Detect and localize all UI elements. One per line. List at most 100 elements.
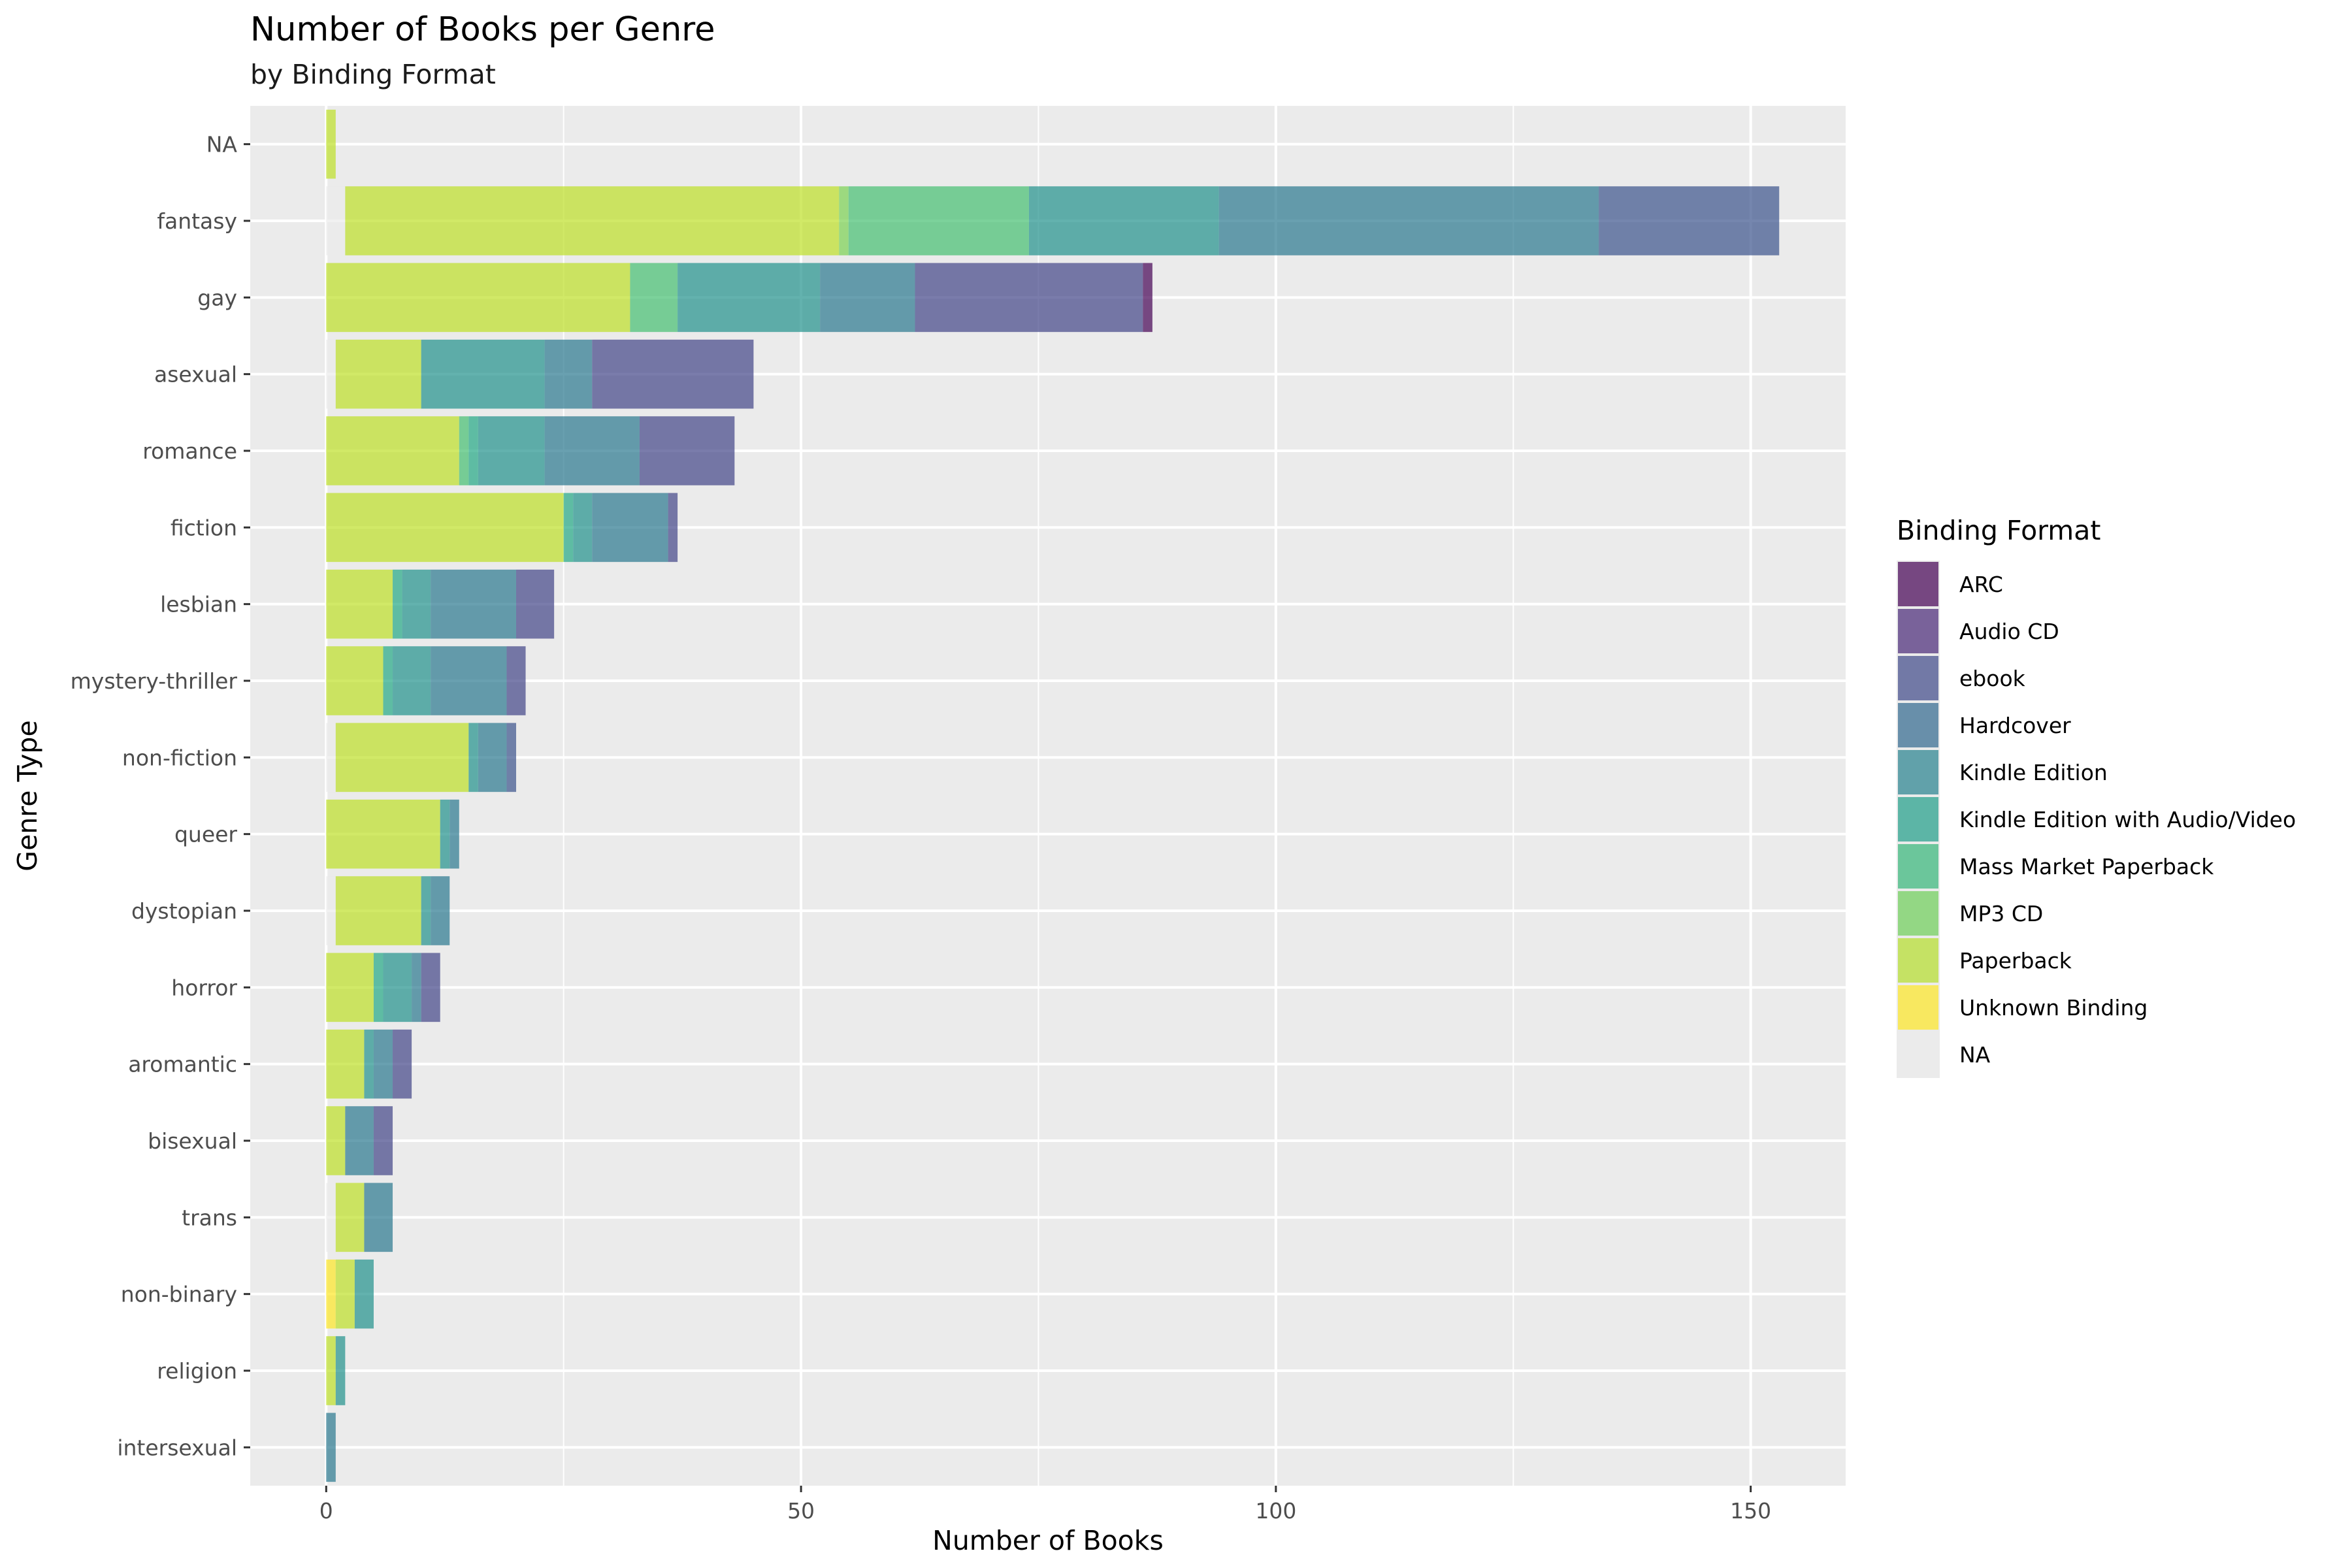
y-tick-label: intersexual: [117, 1435, 237, 1460]
legend-swatch: [1898, 609, 1938, 653]
y-axis: NA fantasy gay asexual romance fiction lesbian…: [71, 132, 250, 1460]
bar-queer-paperback: [326, 799, 440, 869]
bar-trans-na: [326, 1183, 336, 1252]
bar-non-fiction-hardcover: [478, 723, 507, 792]
bar-gay-arc: [1143, 263, 1152, 333]
bar-non-binary-paperback: [335, 1259, 355, 1329]
legend-item-mp3-cd: MP3 CD: [1897, 890, 2043, 937]
legend-label: ARC: [1959, 572, 2003, 597]
bar-aromantic-paperback: [326, 1029, 365, 1099]
bar-non-binary-unknown-binding: [326, 1259, 336, 1329]
bar-mystery-thriller-hardcover: [431, 646, 507, 715]
bar-aromantic-ebook: [393, 1029, 412, 1099]
y-tick-label: dystopian: [131, 898, 237, 924]
bar-fiction-kindle-edition: [573, 493, 593, 563]
x-axis: 0 50 100 150: [319, 1486, 1771, 1524]
bar-religion-kindle-edition: [335, 1336, 346, 1405]
bar-bisexual-paperback: [326, 1106, 346, 1175]
bar-gay-kindle-edition: [678, 263, 821, 333]
y-tick-label: non-binary: [121, 1282, 237, 1307]
x-tick-label: 150: [1730, 1498, 1771, 1524]
legend-label: Unknown Binding: [1959, 995, 2148, 1021]
bar-asexual-ebook: [592, 339, 754, 409]
bar-horror-hardcover: [412, 953, 421, 1022]
legend-label: Audio CD: [1959, 619, 2059, 644]
legend-label: Mass Market Paperback: [1959, 854, 2214, 879]
bar-gay-ebook: [915, 263, 1143, 333]
y-tick-label: asexual: [154, 362, 237, 387]
y-tick-label: queer: [174, 822, 237, 847]
bar-romance-mass-market-paperback: [459, 416, 469, 485]
bar-fantasy-mp3-cd: [839, 186, 849, 255]
bar-non-binary-kindle-edition: [354, 1259, 374, 1329]
legend-swatch: [1898, 891, 1938, 936]
bar-fantasy-hardcover: [1218, 186, 1599, 255]
legend-label: Kindle Edition: [1959, 760, 2108, 785]
y-tick-label: bisexual: [148, 1128, 237, 1154]
legend-label: Paperback: [1959, 948, 2072, 973]
y-tick-label: mystery-thriller: [71, 668, 238, 694]
legend-item-audio-cd: Audio CD: [1897, 608, 2059, 655]
bar-dystopian-hardcover: [431, 876, 450, 945]
legend-label: Kindle Edition with Audio/Video: [1959, 807, 2296, 832]
bar-romance-hardcover: [544, 416, 640, 485]
bar-mystery-thriller-ebook: [506, 646, 526, 715]
legend-item-ebook: ebook: [1897, 655, 2026, 702]
legend: Binding Format ARC Audio CD ebook Hardcover…: [1897, 515, 2296, 1078]
bar-romance-kindle-edition-with-audio-video: [468, 416, 478, 485]
chart-subtitle: by Binding Format: [250, 59, 496, 90]
legend-item-arc: ARC: [1897, 561, 2003, 608]
bar-dystopian-paperback: [335, 876, 421, 945]
bar-gay-mass-market-paperback: [630, 263, 678, 333]
bar-mystery-thriller-kindle-edition-with-audio-video: [383, 646, 393, 715]
bar-queer-kindle-edition: [440, 799, 450, 869]
bar-horror-kindle-edition: [383, 953, 412, 1022]
y-tick-label: horror: [171, 975, 237, 1000]
bar-fiction-kindle-edition-with-audio-video: [563, 493, 574, 563]
legend-swatch: [1898, 703, 1938, 747]
legend-item-na: NA: [1897, 1031, 1991, 1078]
bars: [326, 109, 1780, 1482]
bar-romance-ebook: [639, 416, 735, 485]
legend-label: ebook: [1959, 666, 2026, 691]
bar-fantasy-kindle-edition: [1028, 186, 1219, 255]
bar-bisexual-hardcover: [345, 1106, 374, 1175]
bar-lesbian-paperback: [326, 569, 393, 639]
bar-horror-paperback: [326, 953, 374, 1022]
bar-lesbian-ebook: [516, 569, 555, 639]
bar-asexual-hardcover: [544, 339, 593, 409]
legend-swatch: [1898, 938, 1938, 983]
bar-non-fiction-kindle-edition: [468, 723, 478, 792]
legend-swatch: [1898, 985, 1938, 1030]
chart-title: Number of Books per Genre: [250, 10, 715, 49]
legend-item-unknown-binding: Unknown Binding: [1897, 984, 2148, 1031]
bar-fiction-hardcover: [592, 493, 668, 563]
bar-asexual-na: [326, 339, 336, 409]
bar-religion-paperback: [326, 1336, 336, 1405]
bar-fantasy-na: [326, 186, 346, 255]
bar-lesbian-kindle-edition: [402, 569, 431, 639]
y-tick-label: trans: [182, 1205, 237, 1230]
bar-mystery-thriller-kindle-edition: [393, 646, 431, 715]
y-tick-label: fantasy: [157, 208, 237, 234]
y-tick-label: gay: [197, 285, 237, 310]
legend-label: Hardcover: [1959, 713, 2071, 738]
legend-swatch: [1898, 750, 1938, 794]
plot-panel: [250, 106, 1846, 1486]
bar-dystopian-na: [326, 876, 336, 945]
bar-fantasy-paperback: [345, 186, 840, 255]
y-axis-title: Genre Type: [12, 720, 43, 871]
bar-non-fiction-na: [326, 723, 336, 792]
x-tick-label: 0: [319, 1498, 333, 1524]
bar-fantasy-mass-market-paperback: [848, 186, 1029, 255]
bar-intersexual-hardcover: [326, 1413, 336, 1482]
x-tick-label: 100: [1255, 1498, 1296, 1524]
bar-asexual-paperback: [335, 339, 421, 409]
bar-horror-kindle-edition-with-audio-video: [373, 953, 384, 1022]
bar-na-paperback: [326, 109, 336, 179]
bar-asexual-kindle-edition: [421, 339, 545, 409]
legend-swatch: [1898, 562, 1938, 606]
bar-dystopian-kindle-edition: [421, 876, 431, 945]
legend-item-paperback: Paperback: [1897, 937, 2072, 984]
